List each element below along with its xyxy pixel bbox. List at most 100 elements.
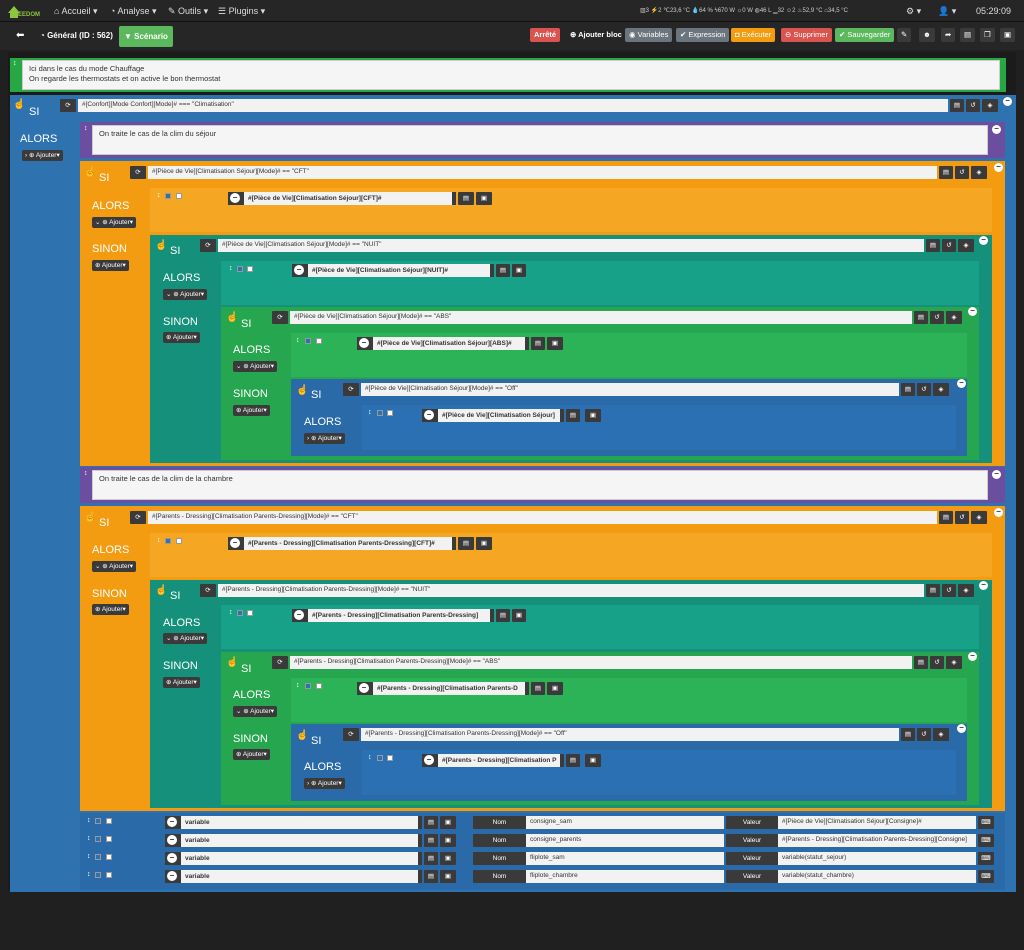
list-icon[interactable]: ▤ [531, 337, 545, 350]
remove-action-icon[interactable]: − [359, 683, 369, 694]
remove-action-icon[interactable]: − [167, 853, 177, 864]
variable-name[interactable]: fliplote_chambre [526, 870, 724, 883]
refresh-icon[interactable]: ⟳ [200, 584, 216, 597]
remove-action-icon[interactable]: − [167, 871, 177, 882]
move-hand-icon[interactable]: ☝ [296, 730, 309, 741]
list-icon[interactable]: ▤ [424, 870, 438, 883]
remove-action-icon[interactable]: − [424, 410, 434, 421]
variable-value[interactable]: #[Pièce de Vie][Climatisation Séjour][Co… [778, 816, 976, 829]
move-hand-icon[interactable]: ☝ [84, 512, 97, 523]
add-button[interactable]: ⊕ Ajouter▾ [163, 332, 200, 343]
add-button[interactable]: › ⊕ Ajouter▾ [304, 433, 345, 444]
add-button[interactable]: ⌄ ⊕ Ajouter▾ [233, 706, 278, 717]
cube-icon[interactable]: ◈ [933, 383, 949, 396]
remove-action-icon[interactable]: − [230, 193, 240, 204]
options-icon[interactable]: ▣ [440, 816, 456, 829]
action-text[interactable]: #[Pièce de Vie][Climatisation Séjour][CF… [244, 192, 452, 205]
add-button[interactable]: ⊕ Ajouter▾ [92, 604, 129, 615]
cube-icon[interactable]: ◈ [958, 239, 974, 252]
refresh-icon[interactable]: ⟳ [272, 311, 288, 324]
move-icon[interactable]: ↕ [368, 409, 372, 416]
remove-block-icon[interactable]: − [994, 163, 1003, 172]
list-icon[interactable]: ▤ [950, 99, 964, 112]
history-icon[interactable]: ↺ [930, 311, 944, 324]
options-icon[interactable]: ▣ [547, 682, 563, 695]
condition-salon-abs[interactable]: #[Pièce de Vie][Climatisation Séjour][Mo… [290, 311, 912, 324]
add-button[interactable]: ⊕ Ajouter▾ [163, 677, 200, 688]
list-icon[interactable]: ▤ [458, 192, 474, 205]
menu-accueil[interactable]: ⌂ Accueil ▾ [54, 6, 98, 16]
list-icon[interactable]: ▤ [424, 852, 438, 865]
execute-button[interactable]: ◘ Exécuter [731, 28, 776, 42]
refresh-icon[interactable]: ⟳ [343, 728, 359, 741]
move-icon[interactable]: ↕ [296, 337, 300, 344]
move-icon[interactable]: ↕ [87, 871, 91, 878]
comment-text-top[interactable]: Ici dans le cas du mode Chauffage On rega… [22, 60, 1000, 90]
user-menu[interactable]: 👤 ▾ [938, 6, 957, 16]
move-hand-icon[interactable]: ☝ [155, 585, 168, 596]
remove-block-icon[interactable]: − [1003, 97, 1012, 106]
add-button[interactable]: ⊕ Ajouter▾ [233, 749, 270, 760]
remove-action-icon[interactable]: − [167, 817, 177, 828]
parallel-checkbox[interactable] [247, 266, 253, 272]
list-icon[interactable]: ▤ [901, 728, 915, 741]
options-icon[interactable]: ▣ [440, 870, 456, 883]
action-salon-cft[interactable]: − #[Pièce de Vie][Climatisation Séjour][C… [228, 192, 456, 205]
history-icon[interactable]: ↺ [966, 99, 980, 112]
list-icon[interactable]: ▤ [458, 537, 474, 550]
options-icon[interactable]: ▣ [547, 337, 563, 350]
parallel-checkbox[interactable] [106, 854, 112, 860]
refresh-icon[interactable]: ⟳ [60, 99, 76, 112]
expression-button[interactable]: ✔ Expression [676, 28, 730, 42]
variables-button[interactable]: ◉ Variables [625, 28, 673, 42]
variable-name[interactable]: consigne_sam [526, 816, 724, 829]
options-icon[interactable]: ▣ [585, 409, 601, 422]
parallel-checkbox[interactable] [387, 410, 393, 416]
action-text[interactable]: #[Parents - Dressing][Climatisation Pare… [244, 537, 452, 550]
action-parents-abs[interactable]: − #[Parents - Dressing][Climatisation Par… [357, 682, 529, 695]
move-icon[interactable]: ↕ [87, 853, 91, 860]
options-icon[interactable]: ▣ [440, 834, 456, 847]
settings-menu[interactable]: ⚙ ▾ [906, 6, 922, 16]
history-icon[interactable]: ↺ [955, 166, 969, 179]
options-icon[interactable]: ▣ [512, 264, 526, 277]
enable-checkbox[interactable] [305, 683, 311, 689]
remove-block-icon[interactable]: − [968, 307, 977, 316]
menu-outils[interactable]: ✎ Outils ▾ [168, 6, 209, 16]
list-icon[interactable]: ▤ [496, 264, 510, 277]
history-icon[interactable]: ↺ [917, 728, 931, 741]
list-icon[interactable]: ▤ [531, 682, 545, 695]
remove-action-icon[interactable]: − [230, 538, 240, 549]
action-parents-off[interactable]: − #[Parents - Dressing][Climatisation P [422, 754, 564, 767]
condition-salon-off[interactable]: #[Pièce de Vie][Climatisation Séjour][Mo… [361, 383, 899, 396]
history-icon[interactable]: ↺ [942, 584, 956, 597]
back-button[interactable]: ⬅ [12, 29, 29, 43]
condition-parents-nuit[interactable]: #[Parents - Dressing][Climatisation Pare… [218, 584, 924, 597]
keyboard-icon[interactable]: ⌨ [978, 870, 994, 883]
action-variable[interactable]: − variable [165, 834, 422, 847]
edit-button[interactable]: ✎ [897, 28, 912, 42]
refresh-icon[interactable]: ⟳ [200, 239, 216, 252]
enable-checkbox[interactable] [95, 818, 101, 824]
action-variable[interactable]: − variable [165, 816, 422, 829]
action-salon-nuit[interactable]: − #[Pièce de Vie][Climatisation Séjour][N… [292, 264, 494, 277]
enable-checkbox[interactable] [237, 610, 243, 616]
move-icon[interactable]: ↕ [296, 682, 300, 689]
save-button[interactable]: ✔ Sauvegarder [835, 28, 895, 42]
enable-checkbox[interactable] [377, 410, 383, 416]
parallel-checkbox[interactable] [106, 818, 112, 824]
remove-action-icon[interactable]: − [294, 265, 304, 276]
action-salon-abs[interactable]: − #[Pièce de Vie][Climatisation Séjour][A… [357, 337, 529, 350]
parallel-checkbox[interactable] [247, 610, 253, 616]
keyboard-icon[interactable]: ⌨ [978, 834, 994, 847]
remove-block-icon[interactable]: − [957, 724, 966, 733]
add-button[interactable]: ⌄ ⊕ Ajouter▾ [92, 217, 137, 228]
action-salon-off[interactable]: − #[Pièce de Vie][Climatisation Séjour] [422, 409, 564, 422]
action-text[interactable]: variable [181, 870, 418, 883]
list-icon[interactable]: ▤ [939, 511, 953, 524]
list-icon[interactable]: ▤ [566, 754, 580, 767]
options-icon[interactable]: ▣ [440, 852, 456, 865]
list-icon[interactable]: ▤ [939, 166, 953, 179]
history-icon[interactable]: ↺ [917, 383, 931, 396]
move-icon[interactable]: ↕ [13, 60, 17, 67]
